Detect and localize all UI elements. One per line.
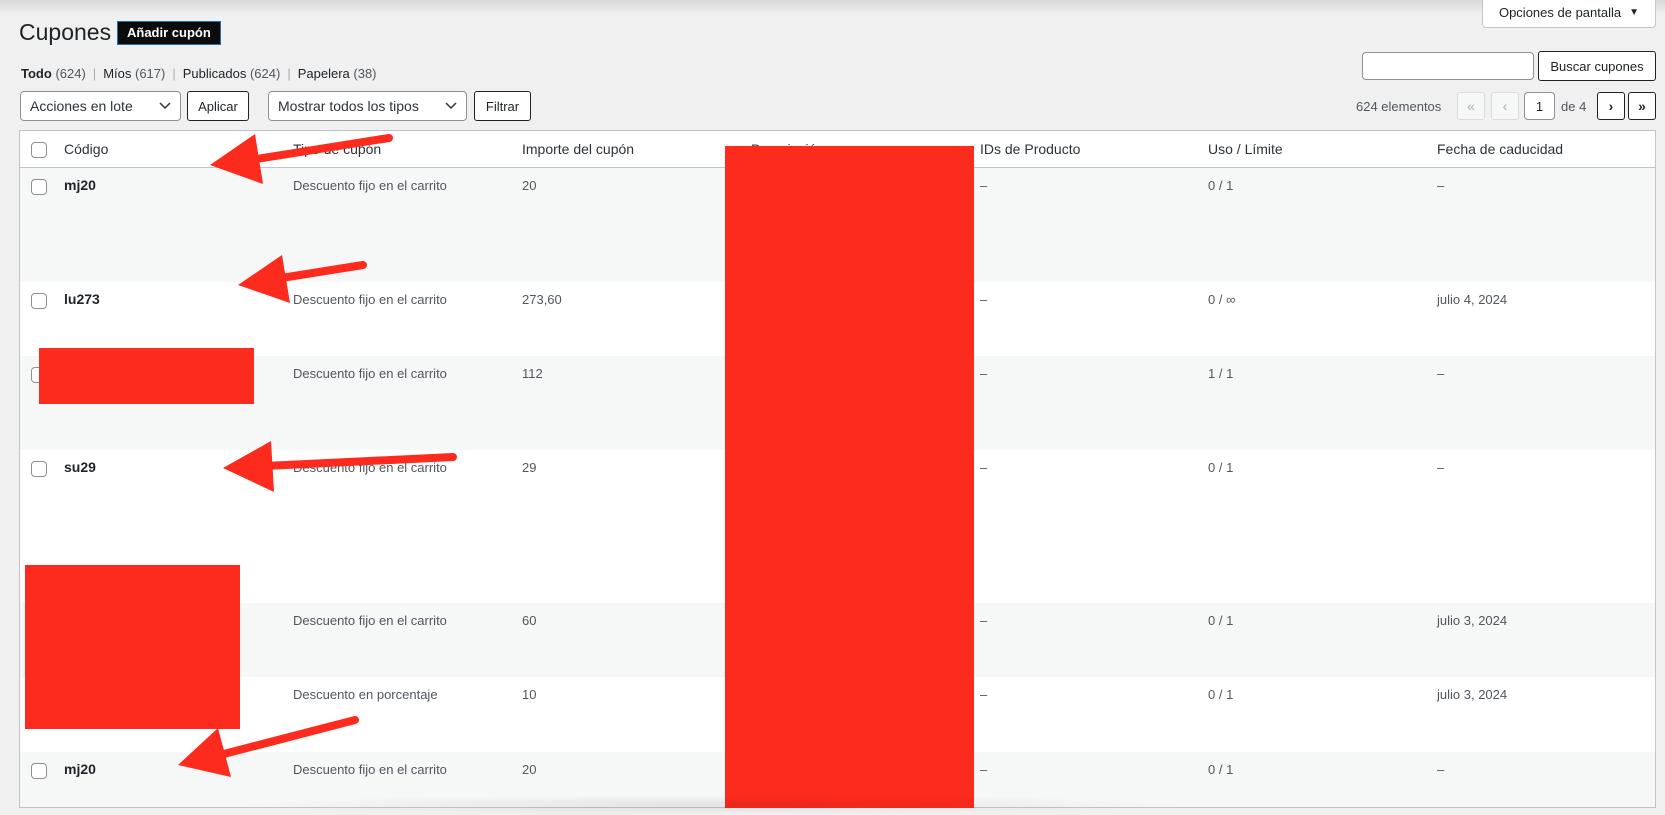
view-all[interactable]: Todo (624) — [21, 66, 86, 81]
prev-page-button[interactable]: ‹ — [1491, 92, 1519, 120]
row-checkbox[interactable] — [31, 461, 47, 477]
coupon-type: Descuento en porcentaje — [293, 687, 438, 702]
chevron-down-icon — [445, 102, 457, 110]
coupon-type: Descuento fijo en el carrito — [293, 366, 447, 381]
bulk-actions-value: Acciones en lote — [30, 98, 133, 114]
expiry-date: – — [1437, 366, 1445, 381]
view-count: (38) — [353, 66, 377, 81]
expiry-date: julio 4, 2024 — [1437, 292, 1508, 307]
search-coupons-button[interactable]: Buscar cupones — [1538, 51, 1656, 81]
first-page-button[interactable]: « — [1457, 92, 1485, 120]
coupon-amount: 273,60 — [522, 292, 562, 307]
usage-limit: 0 / 1 — [1208, 613, 1234, 628]
coupon-amount: 10 — [522, 687, 537, 702]
usage-limit: 1 / 1 — [1208, 366, 1234, 381]
column-product-ids: IDs de Producto — [980, 141, 1081, 157]
coupon-type: Descuento fijo en el carrito — [293, 178, 447, 193]
coupon-amount: 29 — [522, 460, 537, 475]
screen-options-label: Opciones de pantalla — [1498, 5, 1622, 20]
current-page-input[interactable]: 1 — [1524, 92, 1555, 120]
caret-down-icon: ▼ — [1629, 7, 1640, 18]
apply-button[interactable]: Aplicar — [187, 91, 249, 121]
column-code[interactable]: Código — [64, 141, 109, 157]
product-ids: – — [980, 178, 988, 193]
top-shadow — [0, 0, 1665, 14]
coupon-type: Descuento fijo en el carrito — [293, 762, 447, 777]
status-views: Todo (624) | Míos (617) | Publicados (62… — [21, 66, 377, 81]
table-row: lu273 Descuento fijo en el carrito 273,6… — [20, 282, 1655, 356]
view-separator: | — [92, 66, 97, 81]
view-count: (624) — [249, 66, 281, 81]
expiry-date: – — [1437, 178, 1445, 193]
row-checkbox[interactable] — [31, 179, 47, 195]
usage-limit: 0 / 1 — [1208, 460, 1234, 475]
redaction-box-code — [25, 565, 240, 729]
column-amount: Importe del cupón — [522, 141, 635, 157]
view-trash[interactable]: Papelera (38) — [297, 66, 377, 81]
column-type: Tipo de cupón — [293, 141, 382, 157]
product-ids: – — [980, 366, 988, 381]
filter-button[interactable]: Filtrar — [474, 91, 531, 121]
coupon-type-select[interactable]: Mostrar todos los tipos — [268, 91, 467, 121]
coupon-code-link[interactable]: mj20 — [64, 761, 96, 777]
expiry-date: – — [1437, 762, 1445, 777]
usage-limit: 0 / ∞ — [1208, 292, 1236, 307]
chevron-down-icon — [159, 102, 171, 110]
coupon-code-link[interactable]: su29 — [64, 459, 96, 475]
screen-options-button[interactable]: Opciones de pantalla ▼ — [1482, 0, 1656, 28]
view-count: (624) — [55, 66, 86, 81]
row-checkbox[interactable] — [31, 763, 47, 779]
row-checkbox[interactable] — [31, 293, 47, 309]
bulk-actions-select[interactable]: Acciones en lote — [20, 91, 181, 121]
expiry-date: julio 3, 2024 — [1437, 687, 1508, 702]
view-count: (617) — [134, 66, 166, 81]
total-pages: de 4 — [1561, 99, 1587, 114]
column-expiry: Fecha de caducidad — [1437, 141, 1564, 157]
coupon-code-link[interactable]: lu273 — [64, 291, 100, 307]
usage-limit: 0 / 1 — [1208, 762, 1234, 777]
usage-limit: 0 / 1 — [1208, 178, 1234, 193]
column-usage-limit: Uso / Límite — [1208, 141, 1283, 157]
coupon-type-value: Mostrar todos los tipos — [278, 98, 419, 114]
expiry-date: julio 3, 2024 — [1437, 613, 1508, 628]
next-page-button[interactable]: › — [1597, 92, 1625, 120]
coupon-type: Descuento fijo en el carrito — [293, 613, 447, 628]
expiry-date: – — [1437, 460, 1445, 475]
redaction-box-description-column — [725, 146, 974, 808]
bottom-shadow — [230, 795, 1190, 815]
select-all-checkbox[interactable] — [31, 142, 47, 158]
product-ids: – — [980, 460, 988, 475]
coupon-code-link[interactable]: mj20 — [64, 177, 96, 193]
coupon-amount: 112 — [522, 366, 543, 381]
coupon-amount: 60 — [522, 613, 537, 628]
view-mine[interactable]: Míos (617) — [103, 66, 166, 81]
coupon-amount: 20 — [522, 762, 537, 777]
product-ids: – — [980, 687, 988, 702]
usage-limit: 0 / 1 — [1208, 687, 1234, 702]
coupon-type: Descuento fijo en el carrito — [293, 292, 447, 307]
items-count: 624 elementos — [1356, 99, 1442, 114]
view-published[interactable]: Publicados (624) — [182, 66, 281, 81]
page-title: Cupones — [19, 19, 112, 45]
product-ids: – — [980, 292, 988, 307]
last-page-button[interactable]: » — [1628, 92, 1656, 120]
coupon-amount: 20 — [522, 178, 537, 193]
redaction-box-code — [39, 348, 254, 404]
view-separator: | — [172, 66, 176, 81]
view-separator: | — [287, 66, 291, 81]
coupon-type: Descuento fijo en el carrito — [293, 460, 447, 475]
search-input[interactable] — [1362, 52, 1534, 80]
add-coupon-button[interactable]: Añadir cupón — [117, 21, 221, 45]
product-ids: – — [980, 613, 988, 628]
product-ids: – — [980, 762, 988, 777]
